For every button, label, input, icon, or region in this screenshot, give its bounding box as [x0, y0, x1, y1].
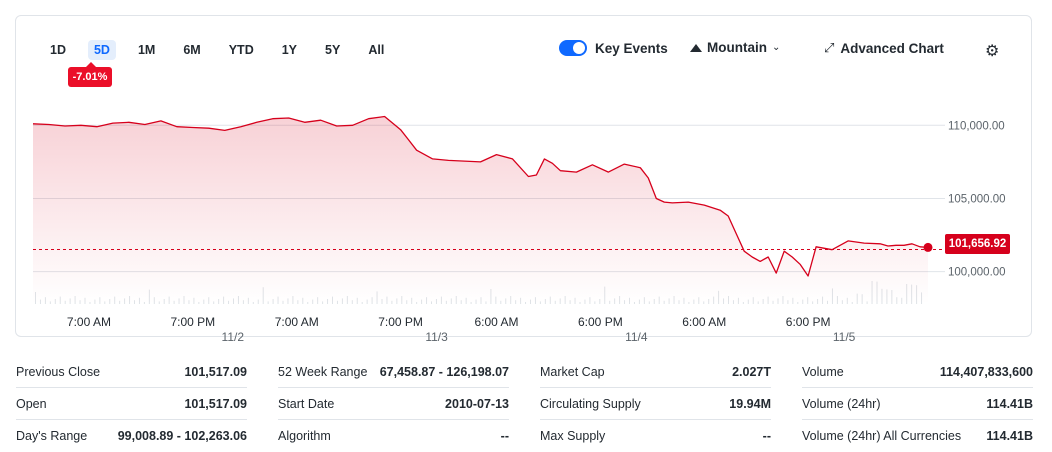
stat-label: Circulating Supply	[540, 396, 641, 411]
stat-value: 99,008.89 - 102,263.06	[117, 429, 247, 443]
stat-row: 52 Week Range 67,458.87 - 126,198.07	[278, 356, 509, 388]
stat-row: Algorithm --	[278, 420, 509, 452]
range-5y[interactable]: 5Y	[325, 43, 341, 57]
x-tick-label: 7:00 AM	[67, 315, 111, 329]
expand-icon: ⤢	[824, 40, 835, 55]
mountain-icon	[690, 43, 702, 52]
stat-value: 101,517.09	[184, 396, 247, 411]
stat-value: 2.027T	[732, 364, 771, 379]
stat-row: Open 101,517.09	[16, 388, 247, 420]
stat-label: Volume (24hr)	[802, 396, 881, 411]
y-tick-label: 100,000.00	[948, 267, 1006, 279]
stat-value: 19.94M	[729, 396, 771, 411]
y-tick-label: 105,000.00	[948, 193, 1006, 205]
x-tick-label: 7:00 PM	[378, 315, 423, 329]
x-date-label: 11/4	[625, 330, 648, 344]
range-1d[interactable]: 1D	[50, 43, 66, 57]
chevron-down-icon: ⌄	[772, 42, 781, 53]
price-line	[32, 115, 929, 277]
gear-icon[interactable]: ⚙	[985, 43, 1000, 60]
stat-value: 114.41B	[986, 396, 1033, 411]
stats-column-4: Volume 114,407,833,600 Volume (24hr) 114.4…	[802, 356, 1033, 452]
stat-value: 101,517.09	[184, 364, 247, 379]
stat-label: Volume (24hr) All Currencies	[802, 429, 962, 443]
stats-column-1: Previous Close 101,517.09 Open 101,517.09 …	[16, 356, 247, 452]
x-tick-label: 6:00 AM	[682, 315, 726, 329]
stat-row: Circulating Supply 19.94M	[540, 388, 771, 420]
stats-column-3: Market Cap 2.027T Circulating Supply 19.94…	[540, 356, 771, 452]
chart-type-dropdown[interactable]: Mountain ⌄	[690, 40, 780, 55]
stat-label: Previous Close	[16, 364, 101, 379]
advanced-chart-button[interactable]: ⤢ Advanced Chart	[824, 40, 944, 56]
range-all[interactable]: All	[368, 43, 385, 57]
range-selector: 1D 5D 1M 6M YTD 1Y 5Y All	[44, 40, 406, 60]
range-1m[interactable]: 1M	[137, 43, 156, 57]
stat-row: Previous Close 101,517.09	[16, 356, 247, 388]
stat-label: Max Supply	[540, 429, 606, 443]
stat-row: Volume (24hr) All Currencies 114.41B	[802, 420, 1033, 452]
toggle-switch-icon[interactable]	[559, 40, 587, 56]
stat-value: --	[762, 429, 771, 443]
stat-label: Algorithm	[278, 429, 331, 443]
stat-value: 114,407,833,600	[939, 364, 1033, 379]
x-tick-label: 6:00 PM	[578, 315, 623, 329]
chart-type-label: Mountain	[707, 40, 767, 55]
stat-label: Start Date	[278, 396, 335, 411]
price-area	[33, 116, 928, 304]
range-ytd[interactable]: YTD	[228, 43, 254, 57]
current-price-tag: 101,656.92	[945, 234, 1010, 254]
stat-row: Start Date 2010-07-13	[278, 388, 509, 420]
stat-label: Open	[16, 396, 47, 411]
stat-label: Volume	[802, 364, 844, 379]
stat-label: Day's Range	[16, 429, 88, 443]
key-events-label: Key Events	[595, 40, 668, 56]
x-date-label: 11/2	[222, 330, 245, 344]
x-date-label: 11/3	[425, 330, 448, 344]
stat-value: 2010-07-13	[445, 396, 509, 411]
y-tick-label: 110,000.00	[948, 120, 1005, 132]
x-tick-label: 7:00 AM	[275, 315, 319, 329]
stats-column-2: 52 Week Range 67,458.87 - 126,198.07 Star…	[278, 356, 509, 452]
last-price-dot	[923, 242, 933, 252]
advanced-chart-label: Advanced Chart	[840, 40, 944, 56]
range-6m[interactable]: 6M	[183, 43, 201, 57]
stat-row: Volume 114,407,833,600	[802, 356, 1033, 388]
range-5d[interactable]: 5D	[87, 40, 116, 60]
stat-value: 114.41B	[986, 429, 1033, 443]
x-tick-label: 6:00 AM	[474, 315, 518, 329]
x-date-label: 11/5	[833, 330, 856, 344]
key-events-toggle[interactable]: Key Events	[559, 40, 668, 56]
stat-label: Market Cap	[540, 364, 605, 379]
stat-row: Day's Range 99,008.89 - 102,263.06	[16, 420, 247, 452]
stat-value: --	[500, 429, 509, 443]
stat-label: 52 Week Range	[278, 364, 368, 379]
stat-row: Max Supply --	[540, 420, 771, 452]
x-tick-label: 7:00 PM	[170, 315, 215, 329]
price-chart: 100,000.00 105,000.00 110,000.00 7:00 AM 7:0…	[32, 115, 1006, 344]
stat-row: Market Cap 2.027T	[540, 356, 771, 388]
x-tick-label: 6:00 PM	[786, 315, 831, 329]
stat-value: 67,458.87 - 126,198.07	[379, 364, 509, 379]
range-1y[interactable]: 1Y	[281, 43, 298, 57]
change-badge: -7.01%	[68, 62, 112, 87]
stat-row: Volume (24hr) 114.41B	[802, 388, 1033, 420]
